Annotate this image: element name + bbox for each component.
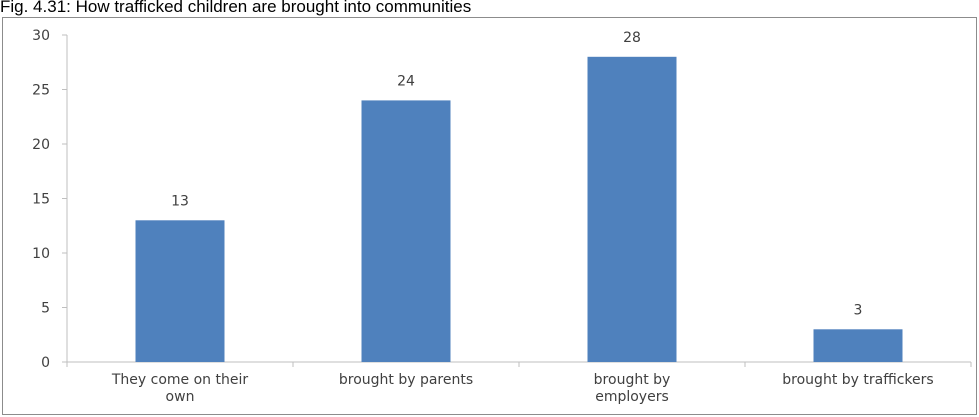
data-label: 13 bbox=[171, 193, 189, 209]
y-tick-label: 25 bbox=[32, 83, 50, 99]
y-tick-label: 30 bbox=[32, 28, 50, 44]
figure-caption: Fig. 4.31: How trafficked children are b… bbox=[0, 0, 472, 16]
x-category-label: They come on their own bbox=[111, 372, 248, 405]
x-category-label: brought by parents bbox=[339, 372, 473, 388]
x-category-label: brought by employers bbox=[594, 372, 671, 405]
bar bbox=[587, 56, 677, 363]
y-tick-label: 5 bbox=[41, 301, 50, 317]
y-tick-label: 20 bbox=[32, 137, 50, 153]
data-label: 24 bbox=[397, 73, 415, 89]
bar bbox=[135, 220, 225, 362]
chart-frame: 0 5 10 15 20 25 30 13 They come on their own 24 bro… bbox=[2, 17, 977, 415]
data-label: 28 bbox=[623, 30, 641, 46]
x-category-label: brought by traffickers bbox=[782, 372, 933, 388]
data-label: 3 bbox=[854, 302, 863, 318]
bar-chart: 0 5 10 15 20 25 30 13 They come on their own 24 bro… bbox=[32, 28, 972, 405]
y-tick-label: 10 bbox=[32, 246, 50, 262]
y-tick-label: 0 bbox=[41, 355, 50, 371]
bar bbox=[813, 329, 903, 362]
y-tick-label: 15 bbox=[32, 192, 50, 208]
bar bbox=[361, 100, 451, 363]
